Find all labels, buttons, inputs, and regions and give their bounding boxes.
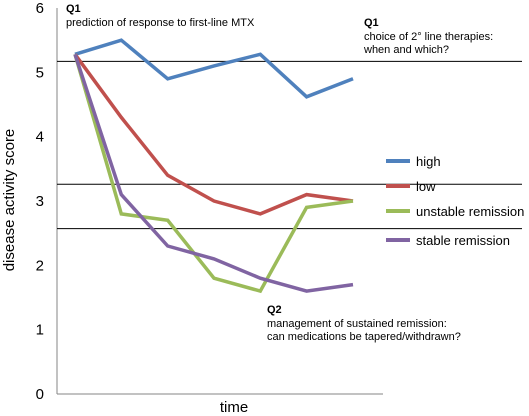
x-axis-title: time	[220, 399, 248, 416]
reference-lines	[57, 60, 522, 230]
annotation-q1-right-line-2: when and which?	[363, 44, 449, 56]
legend: high low unstable remission stable remissio…	[386, 154, 524, 248]
y-tick-label: 3	[36, 193, 44, 210]
series-line-high	[74, 38, 354, 99]
annotation-q1-left-line: prediction of response to first-line MTX	[66, 17, 255, 29]
series-group	[73, 38, 354, 294]
y-tick-label: 1	[36, 322, 44, 339]
annotation-q1-right: Q1 choice of 2° line therapies: when and…	[363, 17, 493, 56]
y-tick-label: 4	[36, 129, 44, 146]
annotation-q1-right-head: Q1	[364, 17, 379, 29]
legend-label: high	[416, 154, 441, 169]
annotation-q2-line-2: can medications be tapered/withdrawn?	[267, 331, 461, 343]
y-tick-label: 6	[36, 0, 44, 17]
y-tick-labels: 0 1 2 3 4 5 6	[36, 0, 44, 403]
y-tick-label: 2	[36, 257, 44, 274]
annotation-q2-head: Q2	[267, 304, 282, 316]
legend-label: low	[416, 179, 436, 194]
annotation-q1-left-head: Q1	[66, 3, 81, 15]
annotation-q2: Q2 management of sustained remission: ca…	[267, 304, 461, 343]
y-tick-label: 5	[36, 64, 44, 81]
series-line-unstable-remission	[73, 53, 354, 294]
legend-label: stable remission	[416, 233, 510, 248]
y-axis-title: disease activity score	[1, 129, 18, 272]
annotation-q1-left: Q1 prediction of response to first-line …	[66, 3, 255, 29]
series-line-stable-remission	[73, 53, 354, 293]
annotation-q1-right-line-1: choice of 2° line therapies:	[364, 31, 493, 43]
series-line-low	[73, 53, 354, 216]
legend-label: unstable remission	[416, 204, 524, 219]
annotation-q2-line-1: management of sustained remission:	[267, 318, 447, 330]
y-tick-label: 0	[36, 386, 44, 403]
